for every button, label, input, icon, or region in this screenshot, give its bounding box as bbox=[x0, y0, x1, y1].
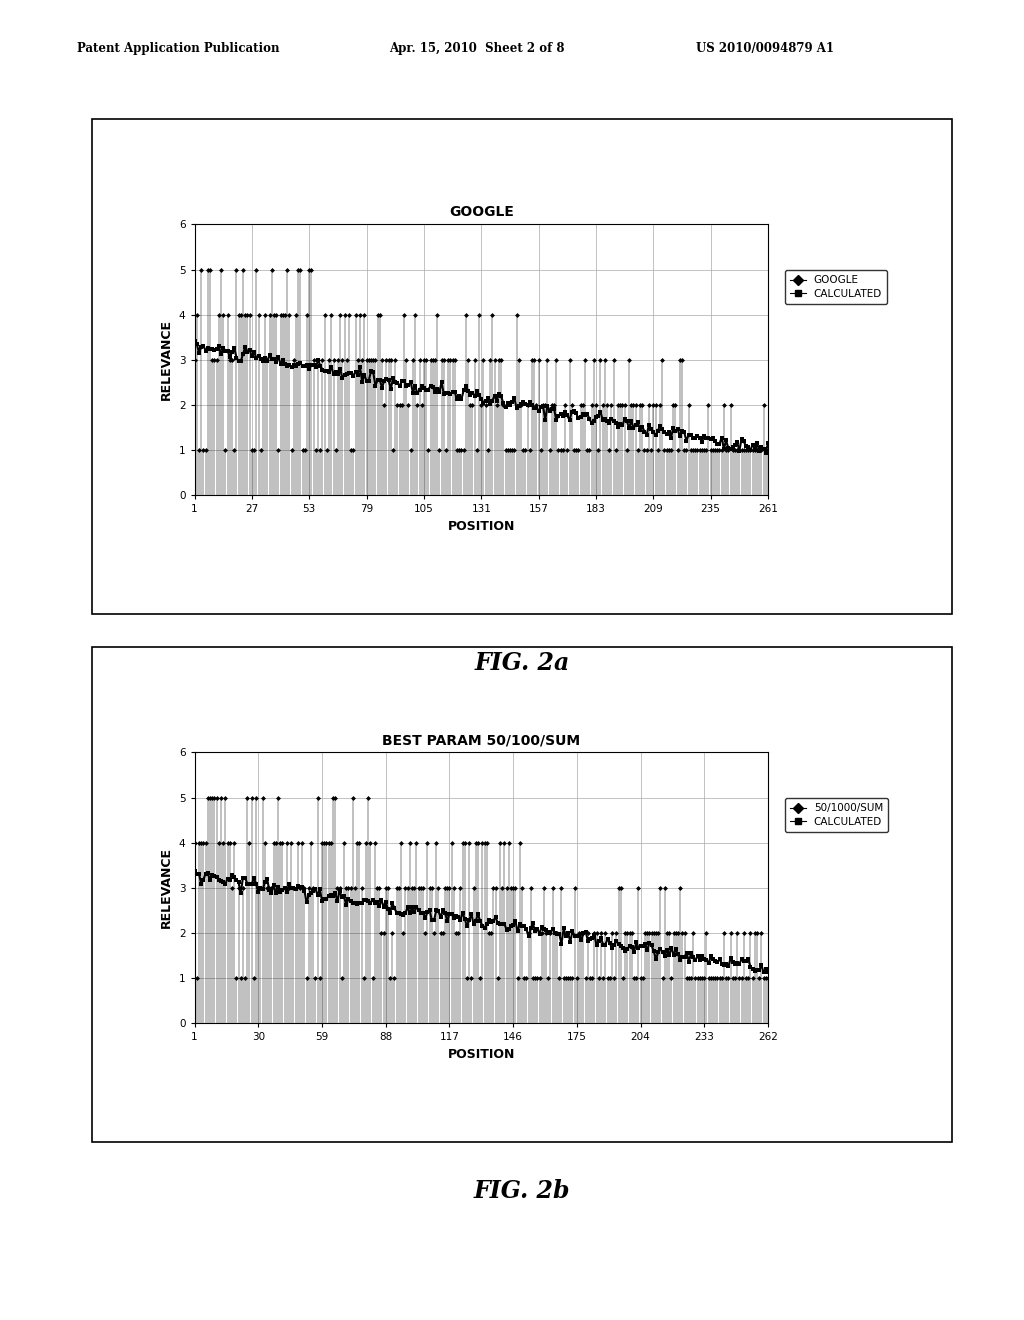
Legend: GOOGLE, CALCULATED: GOOGLE, CALCULATED bbox=[784, 271, 888, 304]
Y-axis label: RELEVANCE: RELEVANCE bbox=[161, 319, 173, 400]
Text: Patent Application Publication: Patent Application Publication bbox=[77, 42, 280, 55]
X-axis label: POSITION: POSITION bbox=[447, 1048, 515, 1060]
Y-axis label: RELEVANCE: RELEVANCE bbox=[161, 847, 173, 928]
Title: GOOGLE: GOOGLE bbox=[449, 205, 514, 219]
Text: FIG. 2b: FIG. 2b bbox=[474, 1179, 570, 1203]
X-axis label: POSITION: POSITION bbox=[447, 520, 515, 532]
Text: FIG. 2a: FIG. 2a bbox=[474, 651, 570, 675]
Text: US 2010/0094879 A1: US 2010/0094879 A1 bbox=[696, 42, 835, 55]
Text: Apr. 15, 2010  Sheet 2 of 8: Apr. 15, 2010 Sheet 2 of 8 bbox=[389, 42, 564, 55]
Title: BEST PARAM 50/100/SUM: BEST PARAM 50/100/SUM bbox=[382, 733, 581, 747]
Legend: 50/1000/SUM, CALCULATED: 50/1000/SUM, CALCULATED bbox=[784, 799, 888, 832]
